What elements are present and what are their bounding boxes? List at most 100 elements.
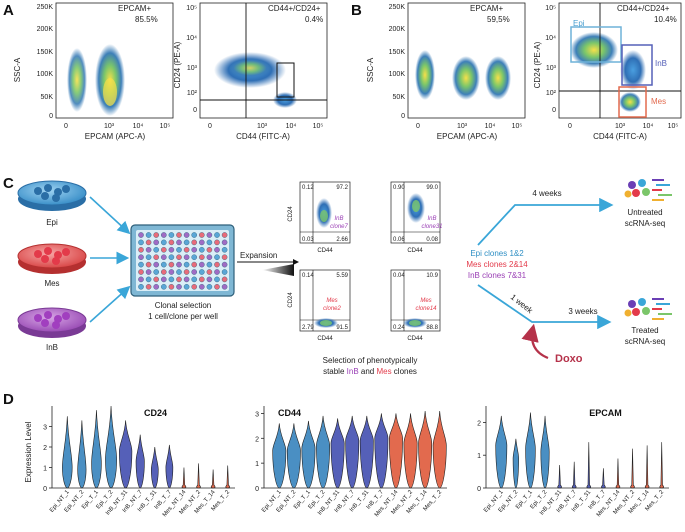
violin-plot-epcam: 012EPCAMEpi_NT_1Epi_NT_2Epi_T_1Epi_T_2In… [477, 406, 669, 518]
panel-letter-b: B [351, 2, 362, 19]
violin-InB_NT_31 [557, 465, 562, 489]
violin-Epi_NT_2 [286, 423, 301, 489]
clone-id: clone31 [421, 224, 442, 230]
dish-mes: Mes [17, 243, 87, 288]
quadrant-tl: 0.12 [302, 185, 314, 191]
panel-b-ytick: 0 [401, 113, 405, 120]
well [168, 246, 175, 253]
clone-name: InB [334, 216, 343, 222]
clone-plot-inb-7: 0.12 97.2 0.03 2.66 InB clone7 CD24 CD44 [288, 181, 351, 254]
violin-Mes_T_14 [210, 469, 216, 489]
violin-InB_T_31 [150, 446, 159, 489]
clone-plot-ylabel: CD24 [288, 206, 294, 222]
panel-a-ytick: 100K [37, 71, 54, 78]
well [168, 232, 175, 238]
well [214, 261, 220, 268]
well [183, 269, 190, 275]
well [153, 269, 159, 275]
dish-inb: InB [17, 307, 87, 352]
quadrant-bl: 0.03 [302, 237, 314, 243]
well [153, 246, 159, 253]
panel-b-ytick: 150K [389, 49, 406, 56]
panel-a-right-xtick: 0 [208, 123, 212, 130]
well [176, 254, 182, 261]
dish-label-epi: Epi [46, 218, 58, 227]
well [198, 239, 205, 246]
y-tick-label: 0 [255, 486, 259, 493]
panel-b-ylabel: SSC-A [366, 57, 375, 82]
panel-b-scatter-cd44-cd24: Epi InB Mes CD44+/CD24+ 10.4% CD24 (PE-A… [533, 2, 682, 141]
panel-a-right-ytick: 10³ [187, 65, 198, 72]
well [221, 276, 228, 283]
dish-epi: Epi [17, 180, 87, 227]
panel-a-scatter-cd44-cd24: CD44+/CD24+ 0.4% CD24 (PE-A) 10⁵ 10⁴ 10³… [173, 2, 328, 141]
well [206, 232, 213, 238]
label-4-weeks: 4 weeks [532, 189, 561, 198]
panel-b-right-ytick: 10² [546, 90, 557, 97]
well [153, 283, 159, 290]
well [221, 254, 228, 261]
well [191, 261, 197, 268]
well [138, 261, 144, 268]
quadrant-tl: 0.14 [302, 273, 314, 279]
panel-b-right-ytick: 10⁴ [545, 35, 556, 42]
well [183, 254, 190, 261]
well [206, 254, 213, 261]
well [145, 276, 152, 283]
violin-InB_T_7 [374, 413, 389, 489]
violin-InB_NT_31 [119, 420, 133, 489]
violin-InB_NT_7 [571, 461, 577, 489]
clone-id: clone14 [415, 306, 437, 312]
well-plate [130, 224, 235, 297]
well [206, 269, 213, 275]
well [206, 261, 213, 268]
panel-b-ytick: 50K [393, 94, 406, 101]
violin-plot-cd24: 0123CD24Epi_NT_1Epi_NT_2Epi_T_1Epi_T_2In… [43, 405, 235, 518]
well [198, 269, 205, 275]
violin-InB_T_31 [359, 415, 374, 489]
panel-a-xtick: 10⁴ [133, 123, 144, 130]
panel-b-right-xtick: 10⁵ [668, 123, 679, 130]
well [221, 261, 228, 268]
well [183, 232, 190, 238]
panel-a-xlabel: EPCAM (APC-A) [85, 132, 146, 141]
panel-b-ytick: 100K [389, 71, 406, 78]
clone-plot-mes-2: 0.14 5.59 2.79 91.5 Mes clone2 CD24 CD44 [288, 269, 351, 342]
well [160, 239, 167, 246]
well [221, 232, 228, 238]
well [183, 276, 190, 283]
well [198, 283, 205, 290]
quadrant-tr: 99.0 [426, 185, 438, 191]
panel-b-right-gate-value: 10.4% [654, 15, 677, 24]
violin-Mes_T_2 [432, 410, 447, 489]
panel-a-ytick: 250K [37, 4, 54, 11]
well [191, 254, 197, 261]
well [145, 261, 152, 268]
untreated-label: Untreated [627, 208, 662, 217]
well [214, 232, 220, 238]
scrna-icon-untreated [624, 179, 672, 201]
well [138, 254, 144, 261]
quadrant-bl: 2.79 [302, 325, 314, 331]
clone-plot-xlabel: CD44 [407, 336, 423, 342]
panel-a-right-ytick: 10² [187, 90, 198, 97]
label-3-weeks: 3 weeks [568, 307, 597, 316]
panel-a-right-ylabel: CD24 (PE-A) [173, 41, 182, 88]
selection-caption-line1: Selection of phenotypically [323, 356, 418, 365]
well [168, 239, 175, 246]
well [198, 246, 205, 253]
well [160, 261, 167, 268]
well [153, 276, 159, 283]
well [191, 276, 197, 283]
violin-Mes_NT_14 [389, 413, 403, 489]
violin-Epi_NT_1 [62, 416, 73, 489]
caption-inb: InB [347, 367, 359, 376]
well [168, 261, 175, 268]
expansion-label: Expansion [240, 251, 277, 260]
well [214, 246, 220, 253]
y-tick-label: 0 [477, 486, 481, 493]
y-tick-label: 2 [255, 436, 259, 443]
panel-letter-c: C [3, 175, 14, 192]
well [221, 246, 228, 253]
